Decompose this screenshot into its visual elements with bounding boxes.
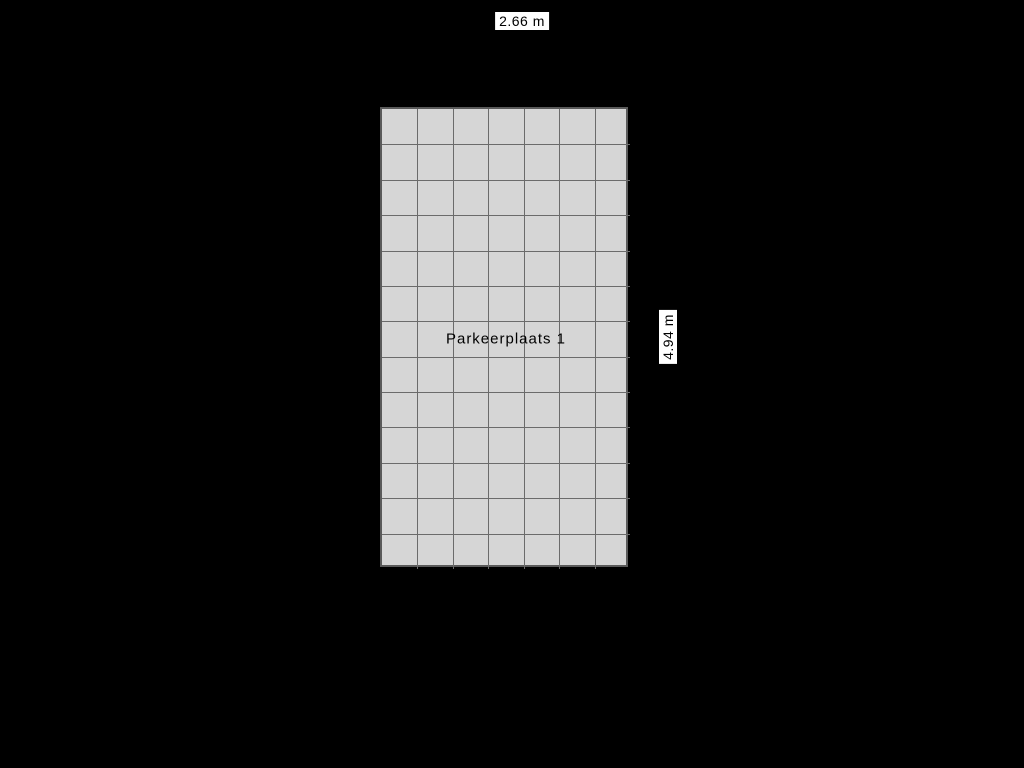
- parking-space-label: Parkeerplaats 1: [446, 331, 566, 348]
- parking-space-rect: Parkeerplaats 1: [380, 107, 628, 567]
- dimension-height-label: 4.94 m: [659, 310, 677, 364]
- dimension-width-label: 2.66 m: [495, 12, 549, 30]
- floorplan-canvas: Parkeerplaats 1 2.66 m 4.94 m: [0, 0, 1024, 768]
